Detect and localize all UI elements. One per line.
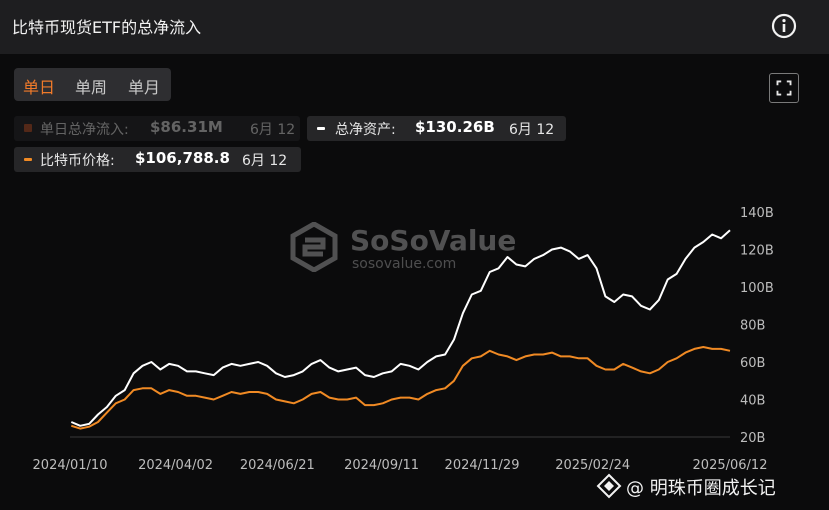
legend-value: $86.31M	[150, 118, 223, 136]
x-tick-label: 2024/11/29	[445, 458, 520, 473]
legend-swatch	[24, 124, 32, 132]
series-line-btc-price	[70, 346, 731, 430]
author-badge: @ 明珠币圈成长记	[596, 473, 826, 499]
sosovalue-logo-icon	[290, 221, 338, 273]
y-tick-label: 60B	[740, 356, 765, 371]
y-tick-label: 20B	[740, 431, 765, 446]
period-tabs: 单日 单周 单月	[14, 68, 171, 101]
legend-value: $106,788.8	[135, 149, 230, 167]
x-tick-label: 2025/06/12	[693, 458, 768, 473]
legend-btc-price[interactable]: 比特币价格: $106,788.8 6月 12	[14, 147, 301, 172]
legend-label: 比特币价格:	[40, 153, 115, 169]
legend-date: 6月 12	[250, 122, 296, 138]
chart-header-bar: 比特币现货ETF的总净流入	[0, 0, 829, 54]
tab-monthly[interactable]: 单月	[128, 78, 161, 97]
x-tick-label: 2024/09/11	[344, 458, 419, 473]
x-tick-label: 2024/04/02	[138, 458, 213, 473]
fullscreen-icon[interactable]	[769, 73, 799, 103]
diamond-logo-icon	[596, 473, 622, 499]
y-tick-label: 80B	[740, 319, 765, 334]
x-tick-label: 2025/02/24	[555, 458, 630, 473]
legend-date: 6月 12	[242, 153, 288, 169]
author-name: @ 明珠币圈成长记	[626, 478, 776, 499]
series-line-total-net-assets	[70, 229, 731, 427]
tab-weekly[interactable]: 单周	[75, 78, 108, 97]
legend-value: $130.26B	[415, 118, 495, 136]
legend-total-net-assets[interactable]: 总净资产: $130.26B 6月 12	[307, 116, 566, 141]
x-tick-label: 2024/01/10	[33, 458, 108, 473]
sosovalue-watermark: SoSoValue sosovalue.com	[290, 221, 530, 274]
y-tick-label: 120B	[740, 244, 774, 259]
legend-label: 总净资产:	[335, 122, 396, 138]
legend-daily-net-inflow[interactable]: 单日总净流入: $86.31M 6月 12	[14, 116, 300, 141]
legend-swatch	[317, 127, 325, 130]
chart-title: 比特币现货ETF的总净流入	[12, 18, 202, 37]
x-tick-label: 2024/06/21	[240, 458, 315, 473]
legend-label: 单日总净流入:	[40, 122, 129, 138]
watermark-name: SoSoValue	[350, 224, 517, 257]
y-tick-label: 100B	[740, 281, 774, 296]
etf-net-assets-chart: 20B 40B 60B 80B 100B 120B 140B 2024/01/10 2024/0…	[0, 190, 829, 480]
watermark-url: sosovalue.com	[352, 256, 457, 272]
y-tick-label: 40B	[740, 394, 765, 409]
legend-date: 6月 12	[509, 122, 555, 138]
legend-swatch	[24, 158, 32, 161]
tab-daily[interactable]: 单日	[23, 78, 56, 97]
y-tick-label: 140B	[740, 206, 774, 221]
chart-svg: 20B 40B 60B 80B 100B 120B 140B 2024/01/10 2024/0…	[33, 206, 774, 473]
info-icon[interactable]	[770, 12, 798, 40]
